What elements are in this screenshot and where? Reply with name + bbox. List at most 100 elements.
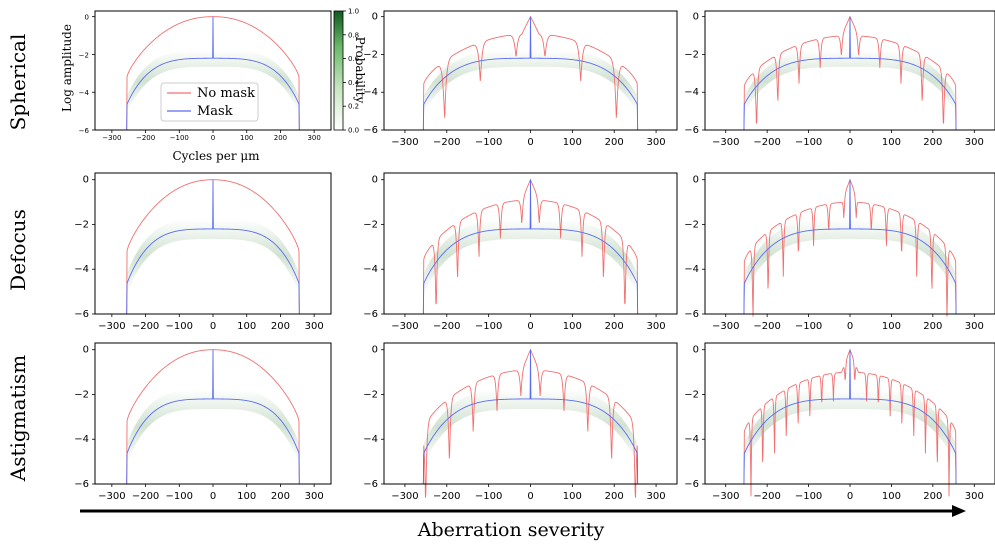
mask-line (422, 179, 639, 315)
subplot-0-1: −300 −200 −100 0 100 200 300 0 −2 −4 −6 (363, 10, 678, 148)
y-tick-label: −6 (363, 309, 378, 320)
y-tick-label: −2 (684, 49, 699, 60)
x-tick-label: 0 (847, 321, 853, 332)
x-tick-label: 0 (211, 134, 215, 142)
subplot-1-2: −300 −200 −100 0 100 200 300 0 −2 −4 −6 (684, 172, 995, 332)
legend-label-no-mask: No mask (197, 86, 255, 101)
x-tick-label: −200 (132, 321, 159, 332)
x-tick-label: −300 (391, 491, 418, 502)
x-tick-label: 200 (923, 321, 942, 332)
x-tick-label: 0 (527, 491, 533, 502)
y-tick-label: 0 (83, 175, 89, 186)
colorbar: 1.0 0.8 0.6 0.4 0.2 0.0 Probability (333, 8, 367, 135)
x-tick-label: −200 (753, 321, 780, 332)
y-tick-label: −6 (684, 309, 699, 320)
mask-line (422, 16, 639, 131)
mask-line (422, 349, 639, 485)
x-tick-label: −300 (391, 137, 418, 148)
y-tick-label: −2 (79, 51, 89, 59)
x-tick-label: 300 (965, 321, 984, 332)
y-tick-label: −4 (79, 89, 90, 97)
y-tick-label: −4 (74, 264, 89, 275)
x-tick-label: −100 (166, 321, 193, 332)
y-tick-label: −6 (684, 479, 699, 490)
row-label-defocus: Defocus (6, 209, 30, 291)
x-tick-label: −200 (433, 321, 460, 332)
colorbar-ticks: 1.0 0.8 0.6 0.4 0.2 0.0 (343, 8, 360, 135)
y-tick-label: −4 (74, 434, 89, 445)
x-tick-label: −200 (433, 491, 460, 502)
x-tick-label: −100 (475, 321, 502, 332)
x-tick-label: −100 (795, 491, 822, 502)
row-label-spherical: Spherical (6, 34, 30, 131)
mask-line (743, 16, 957, 131)
y-tick-label: −6 (363, 125, 378, 136)
y-tick-label: −4 (684, 87, 699, 98)
x-tick-label: −300 (98, 321, 125, 332)
x-tick-label: −200 (753, 491, 780, 502)
x-tick-label: 0 (527, 321, 533, 332)
subplot-1-0: −300 −200 −100 0 100 200 300 0 −2 −4 −6 (74, 172, 332, 332)
x-tick-label: 300 (647, 491, 666, 502)
y-tick-label: −6 (74, 309, 89, 320)
x-tick-label: −300 (102, 134, 121, 142)
colorbar-tick-label: 1.0 (348, 8, 359, 16)
colorbar-gradient (333, 10, 344, 131)
y-tick-label: 0 (693, 345, 699, 356)
y-tick-label: −4 (684, 264, 699, 275)
probability-band (744, 49, 956, 112)
mask-line (743, 179, 957, 315)
x-tick-label: −100 (166, 491, 193, 502)
probability-band (424, 388, 637, 463)
y-tick-label: −6 (363, 479, 378, 490)
probability-band (744, 218, 956, 293)
y-tick-label: −6 (74, 479, 89, 490)
x-tick-label: 100 (563, 491, 582, 502)
x-tick-label: −300 (712, 491, 739, 502)
x-tick-label: 100 (237, 491, 256, 502)
x-tick-label: −100 (795, 321, 822, 332)
x-tick-label: 200 (605, 491, 624, 502)
y-tick-label: −2 (684, 219, 699, 230)
x-tick-label: 200 (271, 321, 290, 332)
x-tick-label: −100 (170, 134, 189, 142)
x-tick-label: 200 (605, 321, 624, 332)
mask-line (126, 16, 300, 131)
x-tick-label: −300 (712, 137, 739, 148)
probability-band (127, 388, 299, 463)
subplot-0-0: −300 −200 −100 0 100 200 300 0 −2 −4 −6 (79, 10, 332, 142)
colorbar-tick-label: 0.8 (348, 31, 359, 39)
y-tick-label: 0 (83, 345, 89, 356)
y-tick-label: 0 (372, 175, 378, 186)
x-tick-label: 100 (563, 137, 582, 148)
severity-arrow (80, 505, 966, 517)
x-tick-label: 300 (965, 137, 984, 148)
x-axis-label: Cycles per μm (172, 149, 260, 163)
x-tick-label: 100 (882, 137, 901, 148)
x-tick-label: −100 (475, 491, 502, 502)
y-tick-label: 0 (85, 14, 89, 22)
subplot-2-1: −300 −200 −100 0 100 200 300 0 −2 −4 −6 (363, 342, 678, 502)
y-tick-label: 0 (693, 175, 699, 186)
y-tick-label: −2 (684, 389, 699, 400)
y-tick-label: 0 (372, 12, 378, 23)
x-tick-label: −200 (433, 137, 460, 148)
x-tick-label: −200 (753, 137, 780, 148)
y-tick-label: −2 (363, 389, 378, 400)
x-tick-label: 100 (882, 321, 901, 332)
x-tick-label: 100 (882, 491, 901, 502)
x-tick-label: 200 (923, 491, 942, 502)
x-tick-label: −100 (795, 137, 822, 148)
x-tick-label: 0 (210, 321, 216, 332)
x-tick-label: 0 (847, 491, 853, 502)
x-tick-label: 200 (605, 137, 624, 148)
x-tick-label: 200 (274, 134, 287, 142)
x-tick-label: −300 (712, 321, 739, 332)
mask-line (126, 179, 300, 315)
bottom-label: Aberration severity (417, 519, 605, 541)
x-tick-label: −200 (136, 134, 155, 142)
subplot-1-1: −300 −200 −100 0 100 200 300 0 −2 −4 −6 (363, 172, 678, 332)
colorbar-label: Probability (353, 37, 367, 104)
x-tick-label: 200 (271, 491, 290, 502)
